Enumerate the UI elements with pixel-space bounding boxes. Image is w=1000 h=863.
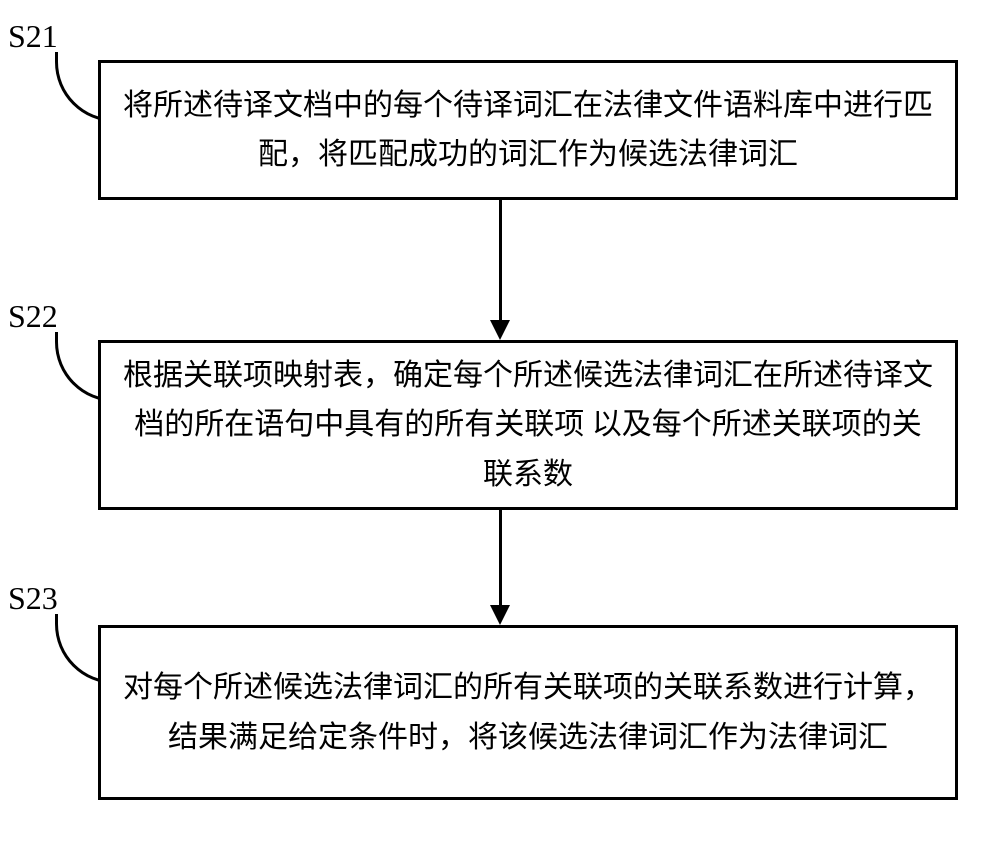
arrow-line-1 xyxy=(499,200,502,322)
arrow-head-1 xyxy=(490,320,510,340)
label-s22: S22 xyxy=(8,298,58,335)
step-box-s22: 根据关联项映射表，确定每个所述候选法律词汇在所述待译文档的所在语句中具有的所有关… xyxy=(98,340,958,510)
step-box-s23: 对每个所述候选法律词汇的所有关联项的关联系数进行计算，结果满足给定条件时，将该候… xyxy=(98,625,958,800)
arrow-head-2 xyxy=(490,605,510,625)
arrow-line-2 xyxy=(499,510,502,607)
label-s23: S23 xyxy=(8,580,58,617)
flowchart-canvas: S21 S22 S23 将所述待译文档中的每个待译词汇在法律文件语料库中进行匹配… xyxy=(0,0,1000,863)
step-text-s23: 对每个所述候选法律词汇的所有关联项的关联系数进行计算，结果满足给定条件时，将该候… xyxy=(121,663,935,762)
step-text-s21: 将所述待译文档中的每个待译词汇在法律文件语料库中进行匹配，将匹配成功的词汇作为候… xyxy=(121,81,935,180)
step-box-s21: 将所述待译文档中的每个待译词汇在法律文件语料库中进行匹配，将匹配成功的词汇作为候… xyxy=(98,60,958,200)
label-s21: S21 xyxy=(8,18,58,55)
step-text-s22: 根据关联项映射表，确定每个所述候选法律词汇在所述待译文档的所在语句中具有的所有关… xyxy=(121,351,935,500)
